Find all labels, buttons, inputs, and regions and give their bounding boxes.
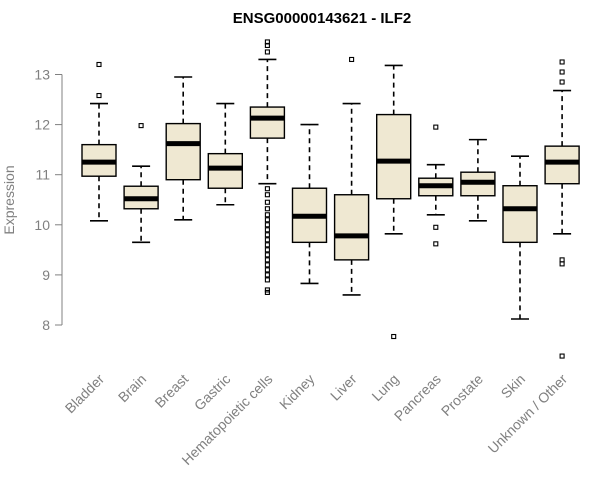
x-tick-label: Breast [151, 371, 191, 411]
box-group [249, 39, 286, 295]
outlier-point [559, 59, 565, 65]
outlier-point [433, 124, 439, 130]
outlier-point [138, 123, 144, 129]
box-group [544, 59, 580, 359]
y-tick-label: 13 [34, 67, 50, 83]
outlier-point [264, 277, 270, 283]
box-iqr [502, 185, 538, 244]
outlier-point [264, 212, 270, 218]
outlier-point [96, 61, 102, 68]
outlier-point [264, 227, 270, 233]
y-tick-label: 10 [34, 217, 50, 233]
outlier-point [264, 222, 270, 228]
outlier-point [391, 333, 397, 340]
box-iqr [165, 122, 201, 181]
y-tick-label: 12 [34, 117, 50, 133]
outlier-point [433, 224, 439, 230]
outlier-point [559, 261, 565, 267]
x-tick-label: Kidney [276, 371, 318, 413]
outlier-point [264, 257, 270, 263]
outlier-point [559, 257, 565, 263]
box-group [502, 155, 538, 320]
box-group [333, 56, 370, 296]
axes: 8 9 10 11 12 13 [34, 67, 63, 333]
x-tick-label: Unknown / Other [485, 371, 571, 457]
box-group [81, 61, 117, 222]
outlier-point [264, 262, 270, 268]
box-iqr [249, 106, 286, 139]
x-tick-label: Pancreas [391, 371, 444, 424]
box-iqr [376, 113, 412, 200]
outlier-point [264, 242, 270, 248]
box-group [207, 102, 244, 206]
x-tick-label: Skin [498, 371, 529, 402]
outlier-point [264, 192, 270, 198]
outlier-point [264, 39, 270, 45]
y-tick-label: 9 [42, 267, 50, 283]
x-tick-label: Liver [327, 371, 360, 404]
outlier-point [559, 353, 565, 359]
outlier-point [264, 49, 270, 55]
y-axis-label: Expression [1, 165, 17, 234]
outlier-point [264, 252, 270, 258]
outlier-point [264, 267, 270, 273]
x-tick-label: Brain [115, 371, 149, 405]
outlier-point [264, 206, 270, 212]
box-group [165, 76, 201, 221]
outlier-point [264, 272, 270, 278]
box-group [376, 64, 412, 340]
outlier-point [349, 56, 355, 63]
box-group [460, 138, 496, 222]
outlier-point [264, 247, 270, 253]
y-tick-label: 8 [42, 317, 50, 333]
box-group [418, 124, 454, 247]
y-tick-label: 11 [35, 167, 50, 183]
outlier-point [433, 241, 439, 247]
x-tick-label: Prostate [438, 371, 486, 419]
outlier-point [559, 79, 565, 85]
outlier-point [264, 199, 270, 205]
box-iqr [207, 152, 244, 189]
outlier-point [264, 186, 270, 192]
box-iqr [333, 194, 370, 261]
x-tick-label: Lung [368, 371, 401, 404]
boxes-group [81, 39, 580, 359]
box-iqr [544, 145, 580, 185]
outlier-point [96, 92, 102, 99]
outlier-point [264, 237, 270, 243]
outlier-point [264, 232, 270, 238]
outlier-point [559, 69, 565, 75]
box-group [123, 123, 159, 244]
chart-title: ENSG00000143621 - ILF2 [233, 10, 411, 27]
outlier-point [264, 217, 270, 223]
outlier-point [264, 289, 270, 295]
x-tick-label: Bladder [62, 371, 108, 417]
box-group [291, 123, 328, 285]
